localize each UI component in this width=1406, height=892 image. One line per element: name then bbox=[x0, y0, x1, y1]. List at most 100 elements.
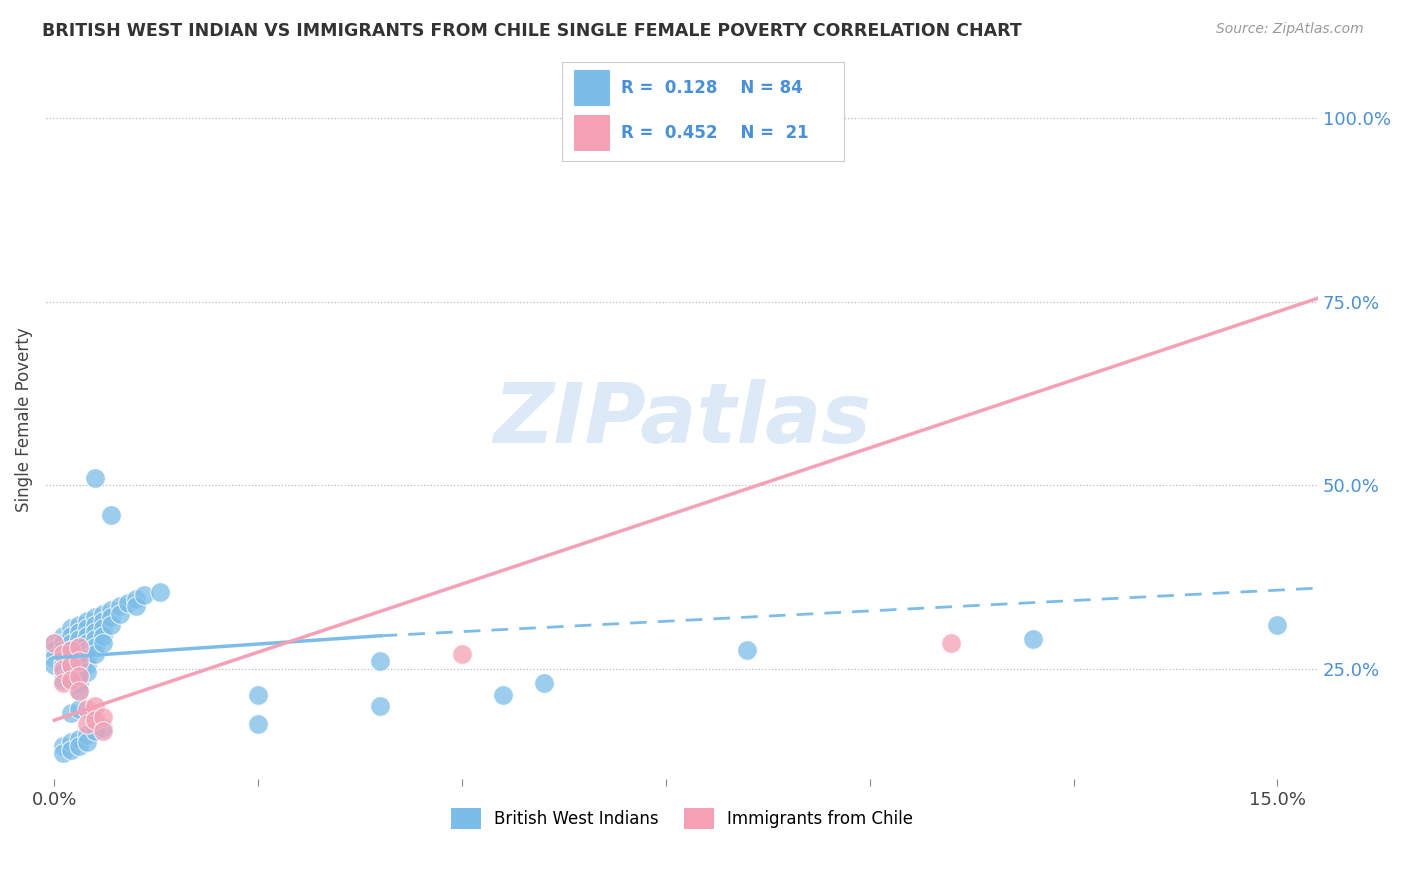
Point bbox=[76, 643, 98, 657]
Point bbox=[59, 650, 82, 665]
Point bbox=[1022, 632, 1045, 647]
Point bbox=[67, 662, 90, 676]
Point bbox=[67, 731, 90, 746]
Point bbox=[67, 669, 90, 683]
Point bbox=[51, 643, 73, 657]
Point bbox=[100, 610, 122, 624]
Y-axis label: Single Female Poverty: Single Female Poverty bbox=[15, 327, 32, 512]
Point bbox=[44, 636, 66, 650]
Point bbox=[533, 676, 555, 690]
Point bbox=[84, 610, 107, 624]
Point bbox=[76, 728, 98, 742]
Point bbox=[67, 647, 90, 661]
Point bbox=[76, 650, 98, 665]
Point bbox=[51, 636, 73, 650]
Point bbox=[59, 673, 82, 687]
Point bbox=[59, 673, 82, 687]
Point bbox=[84, 713, 107, 727]
Point bbox=[778, 141, 800, 155]
Point bbox=[91, 636, 114, 650]
Point bbox=[67, 739, 90, 753]
Point bbox=[84, 647, 107, 661]
Point bbox=[51, 658, 73, 673]
Point bbox=[91, 721, 114, 735]
Point bbox=[59, 706, 82, 720]
Point bbox=[91, 629, 114, 643]
Point bbox=[51, 647, 73, 661]
Point bbox=[91, 614, 114, 628]
Point bbox=[247, 688, 270, 702]
Point bbox=[67, 676, 90, 690]
Point bbox=[941, 636, 963, 650]
Point bbox=[67, 640, 90, 654]
Point bbox=[1267, 617, 1289, 632]
Point bbox=[492, 688, 515, 702]
Point bbox=[84, 724, 107, 739]
Point bbox=[59, 622, 82, 636]
Point bbox=[67, 632, 90, 647]
Point bbox=[76, 665, 98, 680]
Point bbox=[84, 698, 107, 713]
Point bbox=[59, 636, 82, 650]
Point bbox=[67, 625, 90, 640]
Point bbox=[59, 643, 82, 657]
Point bbox=[91, 724, 114, 739]
Point bbox=[76, 622, 98, 636]
Point bbox=[108, 607, 131, 621]
Point bbox=[59, 658, 82, 673]
Bar bbox=[574, 115, 610, 151]
Point bbox=[76, 717, 98, 731]
Point bbox=[100, 508, 122, 522]
Point bbox=[76, 702, 98, 716]
Point bbox=[59, 742, 82, 756]
Point bbox=[737, 643, 759, 657]
Point bbox=[574, 141, 596, 155]
Point bbox=[76, 735, 98, 749]
Point bbox=[44, 636, 66, 650]
Point bbox=[84, 471, 107, 485]
Point bbox=[76, 629, 98, 643]
Point bbox=[84, 617, 107, 632]
Point bbox=[149, 584, 172, 599]
Point bbox=[51, 662, 73, 676]
Text: BRITISH WEST INDIAN VS IMMIGRANTS FROM CHILE SINGLE FEMALE POVERTY CORRELATION C: BRITISH WEST INDIAN VS IMMIGRANTS FROM C… bbox=[42, 22, 1022, 40]
Point bbox=[51, 665, 73, 680]
Point bbox=[100, 603, 122, 617]
Point bbox=[370, 698, 392, 713]
Point bbox=[76, 658, 98, 673]
Point bbox=[67, 655, 90, 669]
Point bbox=[125, 592, 148, 607]
Text: R =  0.452    N =  21: R = 0.452 N = 21 bbox=[621, 124, 808, 142]
Point bbox=[59, 658, 82, 673]
Point bbox=[76, 636, 98, 650]
Point bbox=[44, 650, 66, 665]
Text: Source: ZipAtlas.com: Source: ZipAtlas.com bbox=[1216, 22, 1364, 37]
Point bbox=[100, 617, 122, 632]
Point bbox=[51, 676, 73, 690]
Point bbox=[51, 629, 73, 643]
Point bbox=[370, 655, 392, 669]
Point bbox=[67, 669, 90, 683]
Point bbox=[59, 735, 82, 749]
Point bbox=[84, 632, 107, 647]
Point bbox=[67, 655, 90, 669]
Point bbox=[67, 683, 90, 698]
Text: ZIPatlas: ZIPatlas bbox=[494, 379, 872, 459]
Point bbox=[44, 643, 66, 657]
Point bbox=[76, 614, 98, 628]
Point bbox=[51, 650, 73, 665]
Point bbox=[44, 658, 66, 673]
Text: R =  0.128    N = 84: R = 0.128 N = 84 bbox=[621, 79, 803, 97]
Point bbox=[67, 683, 90, 698]
Point bbox=[84, 640, 107, 654]
Point bbox=[67, 617, 90, 632]
Point bbox=[51, 746, 73, 760]
Point bbox=[67, 702, 90, 716]
Point bbox=[91, 709, 114, 723]
Point bbox=[84, 625, 107, 640]
Point bbox=[59, 643, 82, 657]
Point bbox=[108, 599, 131, 614]
Point bbox=[451, 647, 474, 661]
Point bbox=[117, 596, 139, 610]
Point bbox=[132, 589, 155, 603]
